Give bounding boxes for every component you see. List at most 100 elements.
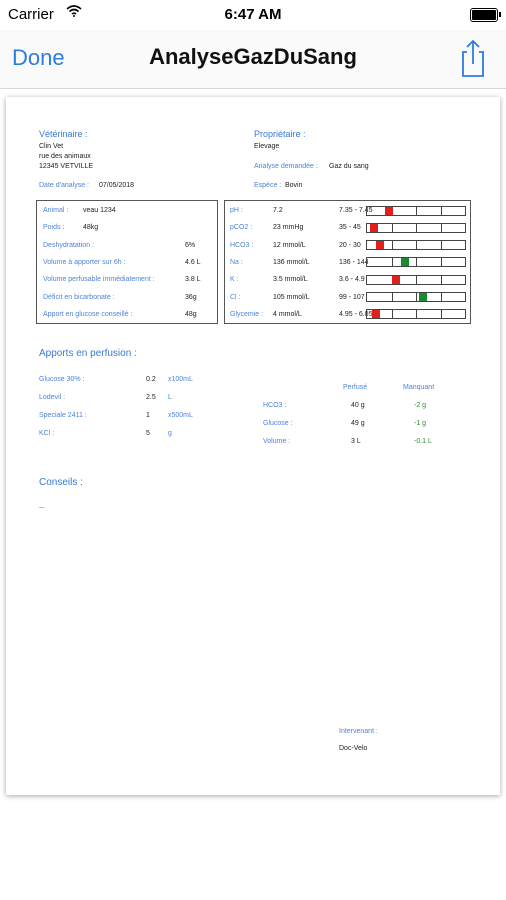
summary-infused: 49 g (351, 420, 365, 427)
gauge-tick (391, 275, 393, 284)
battery-icon (470, 8, 501, 22)
gauge-tick (440, 275, 442, 284)
animal-info-label: Deshydratation : (43, 241, 94, 249)
animal-info-value: 3.8 L (185, 276, 201, 284)
animal-info-label: Poids : (43, 224, 65, 232)
intervenant-label: Intervenant : (339, 728, 378, 735)
intervenant-name: Doc-Velo (339, 745, 368, 752)
gauge-tick (416, 223, 417, 232)
gauge-marker (369, 223, 378, 232)
gauge-tick (440, 293, 442, 301)
summary-label: HCO3 : (263, 402, 287, 409)
advice-text: ... (39, 503, 45, 510)
clock: 6:47 AM (224, 6, 282, 23)
missing-header: Manquant (403, 384, 435, 391)
animal-info-label: Volume à apporter sur 6h : (43, 258, 126, 266)
advice-title: Conseils : (39, 477, 83, 488)
requested-value: Gaz du sang (329, 163, 369, 170)
owner-label: Propriétaire : (254, 129, 306, 139)
vet-label: Vétérinaire : (39, 129, 88, 139)
lab-value: 105 mmol/L (273, 293, 310, 301)
perfusion-item-unit: x100mL (168, 376, 193, 383)
lab-label: pCO2 : (230, 224, 253, 232)
summary-infused: 3 L (351, 438, 361, 445)
gauge-marker (376, 241, 384, 250)
gauge-tick (391, 223, 393, 232)
animal-info-value: veau 1234 (83, 207, 116, 214)
gauge-tick (391, 293, 393, 301)
share-icon[interactable] (458, 38, 488, 78)
animal-info-label: Volume perfusable immédiatement : (43, 276, 155, 284)
lab-range-gauge (366, 257, 466, 268)
gauge-marker (401, 258, 410, 267)
date-label: Date d'analyse : (39, 182, 89, 189)
perfusion-item-unit: g (168, 430, 172, 437)
lab-label: Na : (230, 258, 243, 266)
lab-range-gauge (366, 240, 466, 251)
gauge-tick (391, 258, 393, 267)
lab-label: Cl : (230, 293, 241, 301)
perfusion-item-unit: x500mL (168, 412, 193, 419)
gauge-tick (416, 275, 417, 284)
perfusion-item-qty: 1 (146, 412, 150, 419)
gauge-tick (440, 223, 442, 232)
date-value: 07/05/2018 (99, 182, 135, 189)
lab-value: 3.5 mmol/L (273, 276, 308, 284)
gauge-tick (416, 310, 417, 319)
lab-range: 4.95 - 6.05 (339, 310, 373, 318)
perfusion-item-qty: 0.2 (146, 376, 156, 383)
summary-label: Volume : (263, 438, 291, 445)
vet-name: Clin Vet (39, 143, 64, 150)
gauge-tick (440, 241, 442, 250)
summary-infused: 40 g (351, 402, 365, 409)
carrier-label: Carrier (8, 6, 54, 23)
page-title: AnalyseGazDuSang (149, 44, 357, 69)
lab-range-gauge (366, 205, 466, 216)
species-label: Espèce : (254, 182, 282, 189)
perfusion-item-label: KCl : (39, 430, 55, 437)
gauge-tick (416, 206, 417, 215)
lab-label: Glycemie : (230, 310, 264, 318)
vet-address: rue des animaux (39, 153, 91, 160)
gauge-tick (440, 258, 442, 267)
lab-range-gauge (366, 274, 466, 285)
lab-value: 7.2 (273, 207, 283, 214)
gauge-tick (391, 310, 393, 319)
lab-label: K : (230, 276, 239, 284)
requested-label: Analyse demandée : (254, 163, 318, 170)
animal-info-value: 48kg (83, 224, 99, 232)
lab-value: 136 mmol/L (273, 258, 310, 266)
gauge-tick (416, 258, 417, 267)
lab-range: 20 - 30 (339, 241, 361, 249)
summary-label: Glucose : (263, 420, 293, 427)
gauge-tick (440, 310, 442, 319)
navigation-bar: Done AnalyseGazDuSang (0, 30, 506, 89)
lab-range: 35 - 45 (339, 224, 361, 232)
lab-label: HCO3 : (230, 241, 254, 249)
perfusion-item-label: Lodevil : (39, 394, 66, 401)
gauge-tick (440, 206, 442, 215)
gauge-marker (372, 310, 381, 319)
lab-range-gauge (366, 292, 466, 302)
lab-range: 99 - 107 (339, 293, 365, 301)
lab-value: 4 mmol/L (273, 310, 302, 318)
summary-missing: -1 g (414, 420, 427, 427)
animal-info-value: 36g (185, 293, 197, 301)
animal-info-label: Animal : (43, 207, 69, 214)
status-bar: Carrier 6:47 AM (0, 0, 506, 30)
lab-values-box: pH : 7.2 7.35 - 7.45 pCO2 : 23 mmHg 35 - 45 HC… (224, 200, 471, 324)
perfusion-title: Apports en perfusion : (39, 348, 137, 359)
perfusion-item-label: Glucose 30% : (39, 376, 85, 383)
perfusion-item-unit: L (168, 394, 172, 401)
lab-range-gauge (366, 222, 466, 233)
summary-missing: -0.1 L (414, 438, 432, 445)
gauge-tick (416, 293, 417, 301)
vet-city: 12345 VETVILLE (39, 163, 94, 170)
lab-range-gauge (366, 309, 466, 320)
done-button[interactable]: Done (12, 45, 65, 70)
perfusion-item-qty: 5 (146, 430, 150, 437)
animal-info-value: 48g (185, 310, 197, 318)
owner-name: Elevage (254, 143, 280, 150)
animal-info-value: 6% (185, 241, 196, 249)
gauge-tick (391, 241, 393, 250)
